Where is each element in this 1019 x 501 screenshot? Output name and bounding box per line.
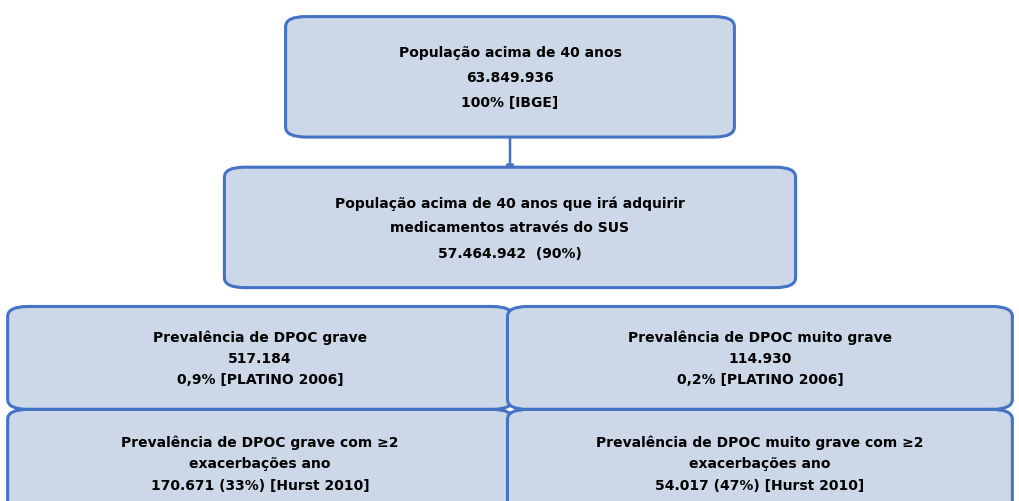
Text: 517.184: 517.184 — [228, 351, 291, 365]
FancyBboxPatch shape — [507, 410, 1011, 501]
FancyBboxPatch shape — [7, 410, 512, 501]
Text: População acima de 40 anos que irá adquirir: População acima de 40 anos que irá adqui… — [334, 196, 685, 210]
Text: 57.464.942  (90%): 57.464.942 (90%) — [437, 246, 582, 260]
Text: 63.849.936: 63.849.936 — [466, 71, 553, 85]
Text: 100% [IBGE]: 100% [IBGE] — [461, 96, 558, 110]
Text: medicamentos através do SUS: medicamentos através do SUS — [390, 221, 629, 235]
Text: exacerbações ano: exacerbações ano — [190, 456, 330, 470]
Text: exacerbações ano: exacerbações ano — [689, 456, 829, 470]
Text: Prevalência de DPOC muito grave com ≥2: Prevalência de DPOC muito grave com ≥2 — [595, 434, 923, 449]
Text: 54.017 (47%) [Hurst 2010]: 54.017 (47%) [Hurst 2010] — [654, 478, 864, 492]
Text: 114.930: 114.930 — [728, 351, 791, 365]
Text: Prevalência de DPOC grave com ≥2: Prevalência de DPOC grave com ≥2 — [121, 434, 398, 449]
FancyBboxPatch shape — [7, 307, 512, 410]
Text: 170.671 (33%) [Hurst 2010]: 170.671 (33%) [Hurst 2010] — [151, 478, 369, 492]
FancyBboxPatch shape — [224, 168, 795, 288]
FancyBboxPatch shape — [507, 307, 1011, 410]
FancyBboxPatch shape — [285, 18, 734, 138]
Text: 0,9% [PLATINO 2006]: 0,9% [PLATINO 2006] — [176, 372, 343, 386]
Text: 0,2% [PLATINO 2006]: 0,2% [PLATINO 2006] — [676, 372, 843, 386]
Text: População acima de 40 anos: População acima de 40 anos — [398, 46, 621, 60]
Text: Prevalência de DPOC muito grave: Prevalência de DPOC muito grave — [628, 330, 891, 345]
Text: Prevalência de DPOC grave: Prevalência de DPOC grave — [153, 330, 367, 345]
